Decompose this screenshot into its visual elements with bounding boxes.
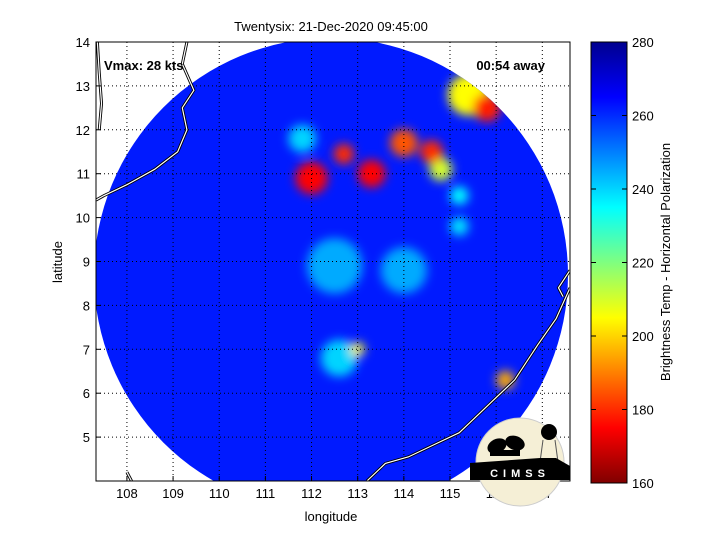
- coastline: [126, 471, 133, 481]
- x-tick-label: 113: [347, 486, 368, 501]
- brightness-feature: [496, 370, 515, 390]
- coastline: [557, 269, 570, 297]
- y-tick-label: 13: [76, 79, 90, 94]
- x-tick-label: 115: [440, 486, 461, 501]
- coastline: [366, 287, 570, 481]
- colorbar-tick-label: 180: [632, 403, 654, 418]
- cimss-logo: CIMSS: [470, 417, 570, 507]
- y-tick-label: 12: [76, 123, 90, 138]
- x-tick-label: 110: [209, 486, 230, 501]
- coastline: [96, 42, 103, 130]
- brightness-feature: [450, 217, 469, 236]
- colorbar-tick-label: 200: [632, 329, 654, 344]
- colorbar-tick-label: 240: [632, 182, 654, 197]
- x-tick-label: 108: [116, 486, 138, 501]
- brightness-feature: [357, 159, 386, 188]
- colorbar: [590, 41, 628, 484]
- y-tick-label: 6: [83, 386, 90, 401]
- brightness-feature: [333, 143, 354, 165]
- x-tick-label: 114: [393, 486, 414, 501]
- colorbar-label: Brightness Temp - Horizontal Polarizatio…: [658, 143, 673, 381]
- x-tick-label: 112: [301, 486, 322, 501]
- logo-text: CIMSS: [490, 468, 550, 480]
- y-tick-label: 14: [76, 35, 90, 50]
- y-tick-label: 7: [83, 342, 90, 357]
- colorbar-tick-label: 220: [632, 256, 654, 271]
- brightness-feature: [429, 157, 453, 181]
- coastline: [96, 42, 195, 201]
- x-axis-label: longitude: [305, 509, 358, 524]
- brightness-feature: [288, 124, 317, 153]
- y-tick-label: 5: [83, 430, 90, 445]
- x-tick-label: 109: [162, 486, 184, 501]
- y-axis-label: latitude: [50, 241, 65, 283]
- vmax-annotation: Vmax: 28 kts: [104, 58, 184, 73]
- brightness-feature: [420, 140, 444, 164]
- brightness-feature: [450, 186, 469, 205]
- away-annotation: 00:54 away: [476, 58, 545, 73]
- brightness-feature: [350, 342, 365, 357]
- colorbar-tick-label: 260: [632, 109, 654, 124]
- colorbar-tick-label: 160: [632, 476, 654, 491]
- y-tick-label: 9: [83, 255, 90, 270]
- y-tick-label: 11: [77, 167, 91, 182]
- brightness-feature: [306, 238, 363, 294]
- colorbar-tick-label: 280: [632, 35, 654, 50]
- x-tick-label: 111: [256, 486, 276, 501]
- chart-title: Twentysix: 21-Dec-2020 09:45:00: [234, 19, 428, 34]
- y-tick-label: 10: [76, 211, 90, 226]
- y-tick-label: 8: [83, 298, 90, 313]
